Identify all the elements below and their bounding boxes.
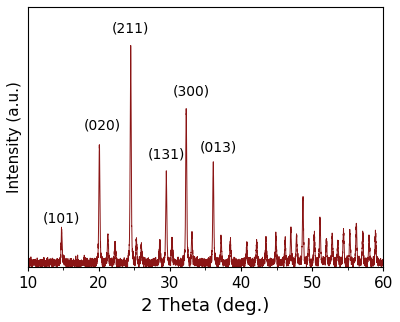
Text: (211): (211)	[112, 22, 149, 36]
Text: (013): (013)	[200, 140, 237, 154]
Y-axis label: Intensity (a.u.): Intensity (a.u.)	[7, 81, 22, 193]
Text: (300): (300)	[173, 85, 210, 99]
Text: (101): (101)	[43, 211, 80, 225]
X-axis label: 2 Theta (deg.): 2 Theta (deg.)	[141, 297, 270, 315]
Text: (131): (131)	[148, 147, 185, 161]
Text: (020): (020)	[84, 118, 121, 132]
